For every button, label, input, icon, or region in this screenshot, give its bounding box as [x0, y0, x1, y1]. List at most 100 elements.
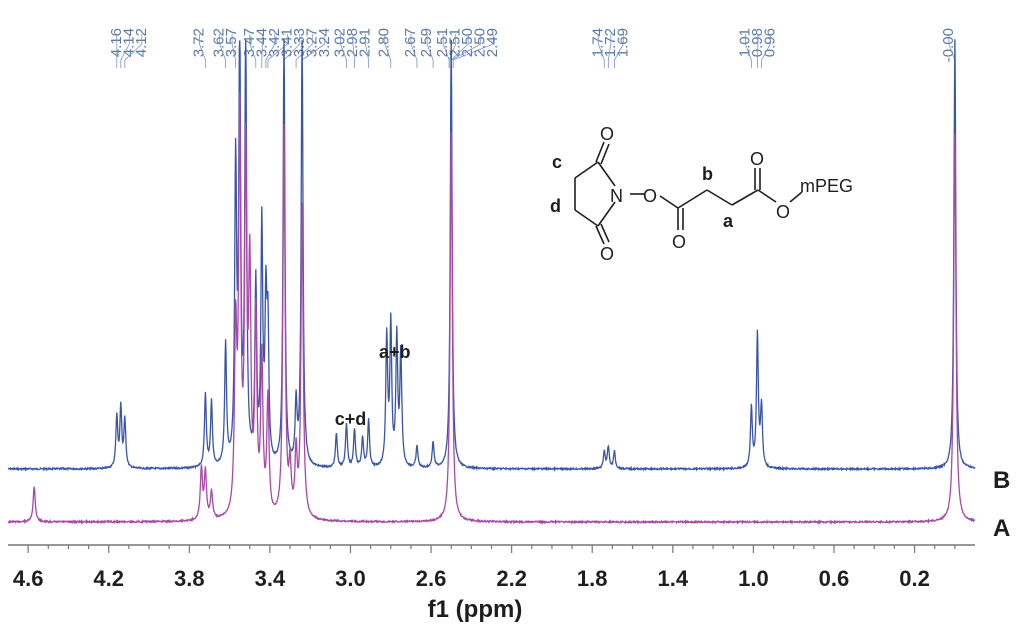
peak-label-connector [448, 34, 457, 68]
structure-bond [677, 189, 708, 209]
peak-annotations: a+b c+d [335, 342, 411, 429]
spectrum-trace-a [7, 92, 976, 526]
peak-label: 0.96 [761, 28, 778, 57]
peak-label: 1.01 [736, 28, 753, 57]
structure-label-c: c [552, 152, 562, 172]
peak-label: 4.12 [133, 28, 150, 57]
peak-label-connector [120, 34, 130, 68]
peak-label-connector [744, 34, 752, 68]
peak-label-connector [410, 34, 418, 68]
peak-label-connector [265, 34, 276, 68]
peak-label-connector [295, 34, 313, 68]
structure-bond [600, 223, 610, 243]
peak-label: 3.41 [278, 28, 295, 57]
peak-label-connector [231, 34, 237, 68]
structure-label-d: d [550, 196, 561, 216]
x-tick-label: 4.2 [93, 566, 124, 591]
x-tick-label: 3.8 [174, 566, 205, 591]
x-tick-label: 1.8 [577, 566, 608, 591]
peak-label-connector [365, 34, 370, 68]
peak-label: 3.57 [223, 28, 240, 57]
chemical-structure [574, 141, 803, 245]
peak-label: 1.72 [602, 28, 619, 57]
spectra [7, 39, 976, 526]
peak-label-connector [352, 34, 355, 68]
structure-bond [659, 195, 679, 209]
peak-label: 2.50 [472, 28, 489, 57]
peak-label-connector [249, 34, 257, 68]
peak-labels: 4.164.144.12 3.72 3.623.57 3.473.443.423.41… [108, 28, 957, 68]
structure-bond [597, 161, 616, 187]
peak-label: 3.24 [316, 28, 333, 57]
x-tick-label: 0.6 [819, 566, 850, 591]
peak-label-connector [199, 34, 206, 68]
structure-bond [597, 201, 616, 227]
peak-label: 2.50 [459, 28, 476, 57]
peak-label-connector [384, 34, 392, 68]
peak-label: 3.62 [211, 28, 228, 57]
structure-bond [757, 189, 777, 203]
structure-bond [574, 161, 599, 179]
structure-atom-o: O [672, 232, 686, 252]
peak-label: 3.33 [291, 28, 308, 57]
peak-label: 3.72 [190, 28, 207, 57]
structure-label-b: b [702, 164, 713, 184]
spectrum-trace-b [7, 39, 976, 473]
peak-label: 0.98 [749, 28, 766, 57]
peak-label: 4.14 [120, 28, 137, 57]
peak-label: 2.80 [376, 28, 393, 57]
peak-label: 2.67 [402, 28, 419, 57]
peak-label-connector [124, 34, 143, 68]
structure-bond [574, 209, 599, 227]
structure-bond [789, 191, 803, 203]
peak-label-connector [607, 34, 612, 68]
peak-annotation: c+d [335, 409, 367, 429]
peak-label-connector [267, 34, 288, 68]
peak-label: 1.74 [589, 28, 606, 57]
peak-label-connector [597, 34, 605, 68]
peak-label-connector [452, 34, 494, 68]
structure-atom-labels: O O N O O O O mPEG c d b a [550, 124, 853, 264]
structure-bond [600, 143, 610, 165]
structure-bond [706, 189, 733, 206]
peak-label: 3.44 [253, 28, 270, 57]
x-tick-label: 4.6 [13, 566, 44, 591]
structure-atom-o: O [776, 202, 790, 222]
peak-annotation: a+b [379, 342, 411, 362]
peak-label: 2.59 [418, 28, 435, 57]
x-tick-label: 3.0 [335, 566, 366, 591]
structure-bond [595, 141, 605, 163]
peak-label-connector [613, 34, 624, 68]
x-tick-label: 2.6 [416, 566, 447, 591]
peak-label: 2.91 [356, 28, 373, 57]
x-tick-label: 1.0 [738, 566, 769, 591]
structure-atom-o: O [750, 149, 764, 169]
x-tick-label: 2.2 [496, 566, 527, 591]
peak-label-connector [426, 34, 434, 68]
x-tick-label: 1.4 [658, 566, 689, 591]
structure-atom-o: O [643, 186, 657, 206]
peak-label: 2.51 [434, 28, 451, 57]
x-axis-title: f1 (ppm) [428, 596, 523, 623]
peak-label-connector [340, 34, 347, 68]
peak-label: 2.98 [344, 28, 361, 57]
structure-atom-o: O [600, 244, 614, 264]
peak-label: 4.16 [108, 28, 125, 57]
structure-bond [595, 225, 605, 245]
peak-label-connector [761, 34, 771, 68]
peak-label: 1.69 [614, 28, 631, 57]
peak-label-connector [219, 34, 226, 68]
trace-label-a: A [993, 515, 1010, 542]
structure-atom-mpeg: mPEG [800, 176, 853, 196]
peak-label: 3.42 [266, 28, 283, 57]
x-tick-label: 0.2 [899, 566, 930, 591]
structure-label-a: a [723, 211, 734, 231]
peak-label: 3.02 [331, 28, 348, 57]
structure-atom-o: O [600, 124, 614, 144]
structure-atom-n: N [610, 186, 623, 206]
structure-bond [731, 189, 759, 206]
peak-label: 2.49 [484, 28, 501, 57]
x-axis: 4.6 4.2 3.8 3.4 3.0 2.6 2.2 1.8 1.4 1.0 0.6 0.2 [8, 544, 975, 591]
x-tick-label: 3.4 [255, 566, 286, 591]
